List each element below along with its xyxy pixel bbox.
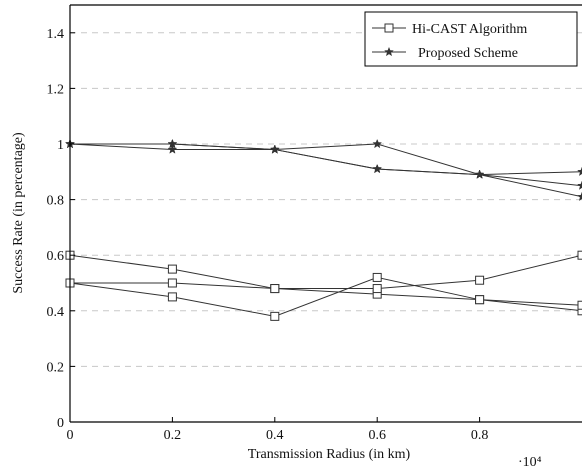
star-marker (474, 169, 485, 179)
series-line (70, 143, 582, 176)
star-marker (372, 163, 383, 174)
series-square-1 (65, 250, 582, 310)
series-square-2 (65, 250, 582, 294)
legend-label-hi-cast: Hi-CAST Algorithm (412, 22, 527, 37)
legend-square-marker (384, 23, 394, 33)
square-marker (167, 292, 177, 302)
x-axis-multiplier: ·10⁴ (518, 455, 542, 470)
series-square-0 (65, 272, 582, 321)
star-marker (372, 138, 383, 149)
series-star-4 (65, 138, 582, 202)
square-marker (270, 311, 280, 321)
legend-label-proposed: Proposed Scheme (418, 46, 518, 61)
x-axis-label: Transmission Radius (in km) (248, 447, 411, 462)
legend-star-marker (384, 46, 394, 57)
axes (69, 4, 582, 423)
square-marker (372, 284, 382, 294)
square-marker (577, 300, 582, 310)
legend-sample-proposed (372, 46, 406, 57)
x-tick-label: 0 (67, 428, 74, 443)
star-marker (577, 191, 582, 202)
star-marker (167, 144, 178, 154)
series-line (70, 254, 582, 290)
series-line (70, 143, 582, 187)
y-tick-label: 0.4 (47, 305, 65, 320)
x-tick-label: 0.4 (266, 428, 284, 443)
square-marker (167, 264, 177, 274)
y-tick-label: 0.8 (47, 194, 65, 209)
series-line (69, 254, 582, 306)
series-star-5 (65, 138, 582, 179)
square-marker (372, 272, 382, 282)
legend-box (364, 11, 578, 67)
y-tick-label: 1.2 (47, 82, 65, 97)
y-tick-label: 0.6 (47, 249, 65, 264)
square-marker (577, 250, 582, 260)
legend-sample-hi-cast (372, 23, 406, 33)
x-tick-label: 0.2 (164, 428, 182, 443)
series-layer (65, 138, 582, 321)
star-marker (269, 144, 280, 154)
star-marker (167, 138, 178, 149)
square-marker (577, 306, 582, 316)
legend: Hi-CAST Algorithm Proposed Scheme (364, 11, 578, 67)
star-marker (577, 166, 582, 177)
y-axis-label: Success Rate (in percentage) (11, 132, 26, 294)
square-marker (475, 275, 485, 285)
y-tick-label: 1.4 (47, 27, 65, 42)
y-tick-label: 0.2 (47, 360, 65, 375)
star-marker (577, 180, 582, 190)
square-marker (270, 284, 280, 294)
x-tick-label: 0.6 (368, 428, 386, 443)
series-line (69, 276, 582, 317)
square-marker (167, 278, 177, 288)
grid-lines (70, 32, 582, 367)
y-tick-label: 1 (57, 138, 64, 153)
x-tick-label: 0.8 (471, 428, 489, 443)
y-tick-label: 0 (57, 416, 64, 431)
series-line (69, 143, 582, 198)
square-marker (475, 295, 485, 305)
ticks: 0 0.2 0.4 0.6 0.8 1 1.2 1.4 0 0.2 0.4 0.6 0.8 (47, 27, 489, 443)
